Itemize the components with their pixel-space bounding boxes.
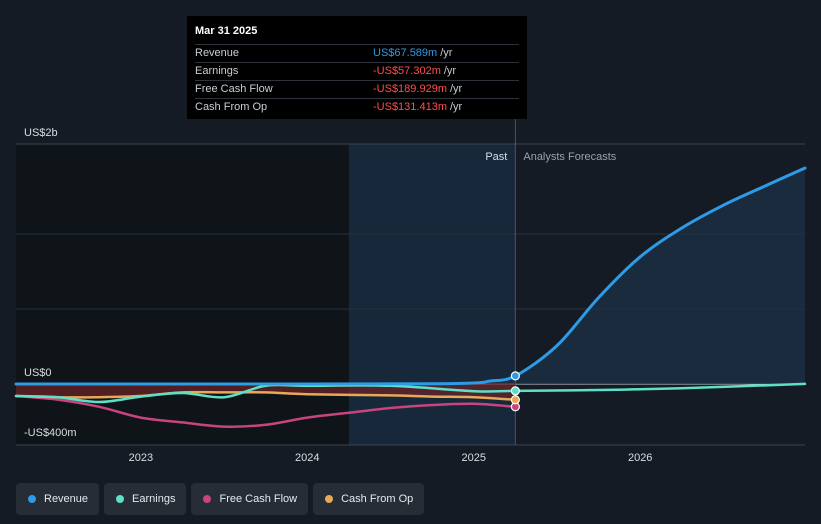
tooltip-row-cash-from-op: Cash From Op -US$131.413m /yr	[195, 98, 519, 116]
tooltip-unit: /yr	[443, 65, 457, 77]
tooltip-unit: /yr	[450, 101, 463, 113]
point-revenue	[510, 371, 520, 381]
series-line-earnings	[14, 382, 807, 404]
series-line-cash-from-op	[14, 390, 517, 402]
point-cash-from-op	[510, 395, 520, 405]
legend-item-earnings[interactable]: Earnings	[104, 483, 187, 515]
revenue-forecast-area	[16, 168, 805, 384]
tooltip-label: Cash From Op	[195, 101, 268, 113]
tooltip-unit: /yr	[440, 47, 453, 59]
tooltip-date: Mar 31 2025	[195, 25, 258, 37]
revenue-dot-icon	[28, 495, 36, 503]
legend-item-free-cash-flow[interactable]: Free Cash Flow	[191, 483, 309, 515]
tooltip-row-free-cash-flow: Free Cash Flow -US$189.929m /yr	[195, 80, 519, 98]
tooltip-label: Earnings	[195, 65, 239, 77]
legend-label: Cash From Op	[341, 493, 414, 505]
highlight-points	[510, 371, 520, 412]
series-line-free-cash-flow	[14, 394, 517, 428]
x-tick-label: 2026	[628, 452, 652, 464]
past-label: Past	[485, 151, 507, 163]
tooltip: Mar 31 2025 Revenue US$67.589m /yr Earni…	[187, 16, 527, 119]
tooltip-value: -US$131.413m	[373, 101, 447, 113]
legend-label: Revenue	[44, 493, 89, 505]
tooltip-label: Revenue	[195, 47, 240, 59]
y-tick-label: US$0	[24, 367, 52, 379]
x-tick-label: 2025	[462, 452, 486, 464]
tooltip-value: -US$189.929m	[373, 83, 447, 95]
cash-from-op-dot-icon	[325, 495, 334, 503]
tooltip-row-revenue: Revenue US$67.589m /yr	[195, 44, 519, 62]
y-tick-label: US$2b	[24, 127, 58, 139]
legend-label: Earnings	[132, 493, 176, 505]
earnings-dot-icon	[116, 495, 125, 503]
legend-item-cash-from-op[interactable]: Cash From Op	[313, 483, 425, 515]
point-earnings	[510, 386, 520, 396]
y-axis-labels: US$2b US$0 -US$400m	[24, 127, 77, 439]
x-tick-label: 2024	[295, 452, 319, 464]
legend: Revenue Earnings Free Cash Flow Cash Fro…	[16, 483, 425, 515]
tooltip-row-earnings: Earnings -US$57.302m /yr	[195, 62, 519, 80]
free-cash-flow-dot-icon	[203, 495, 212, 503]
highlight-region	[348, 144, 516, 445]
forecast-label: Analysts Forecasts	[523, 151, 616, 163]
legend-label: Free Cash Flow	[219, 493, 298, 505]
y-tick-label: -US$400m	[24, 427, 77, 439]
x-tick-label: 2023	[129, 452, 153, 464]
series-lines	[14, 166, 807, 428]
x-axis-labels: 2023 2024 2025 2026	[129, 452, 653, 464]
tooltip-value: -US$57.302m	[373, 65, 441, 77]
tooltip-label: Free Cash Flow	[195, 83, 273, 95]
tooltip-unit: /yr	[450, 83, 463, 95]
legend-item-revenue[interactable]: Revenue	[16, 483, 100, 515]
tooltip-value: US$67.589m	[373, 47, 438, 59]
